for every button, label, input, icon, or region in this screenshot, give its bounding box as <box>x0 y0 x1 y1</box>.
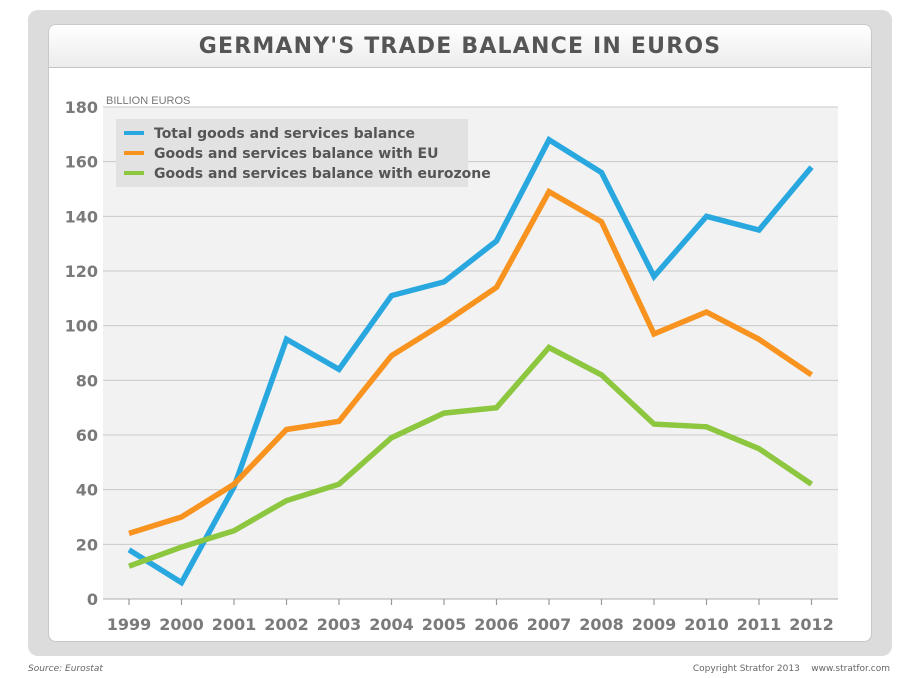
series-line <box>128 187 814 537</box>
plot-area <box>103 107 838 599</box>
y-tick-label: 80 <box>76 371 98 390</box>
y-tick-label: 120 <box>65 262 98 281</box>
gridlines <box>103 106 838 600</box>
x-tick-label: 2008 <box>579 615 624 634</box>
x-tick-label: 2011 <box>737 615 782 634</box>
y-axis-label: BILLION EUROS <box>106 95 190 107</box>
x-tick-label: 2001 <box>212 615 257 634</box>
y-tick-label: 160 <box>65 153 98 172</box>
x-tick-label: 2007 <box>527 615 572 634</box>
x-tick-label: 2010 <box>684 615 729 634</box>
x-tick-label: 2000 <box>159 615 204 634</box>
y-tick-label: 180 <box>65 98 98 117</box>
y-tick-label: 100 <box>65 317 98 336</box>
x-tick-label: 2002 <box>264 615 309 634</box>
x-tick-label: 2006 <box>474 615 519 634</box>
x-axis-ticks: 1999 2000 2001 2002 2003 2004 2005 2006 2007 2008… <box>107 599 834 634</box>
series-line <box>128 344 814 569</box>
x-tick-label: 2005 <box>422 615 467 634</box>
y-tick-label: 20 <box>76 535 98 554</box>
y-axis-ticks: 0 20 40 60 80 100 120 140 160 180 <box>65 98 98 609</box>
legend-label: Goods and services balance with EU <box>154 146 438 162</box>
y-tick-label: 0 <box>87 590 98 609</box>
series-lines <box>127 135 814 587</box>
x-tick-label: 2003 <box>317 615 362 634</box>
series-line <box>127 135 814 587</box>
y-tick-label: 140 <box>65 207 98 226</box>
x-tick-label: 1999 <box>107 615 152 634</box>
legend: Total goods and services balance Goods an… <box>116 119 491 187</box>
y-tick-label: 60 <box>76 426 98 445</box>
legend-label: Total goods and services balance <box>154 126 415 142</box>
x-tick-label: 2004 <box>369 615 414 634</box>
x-tick-label: 2012 <box>789 615 834 634</box>
copyright-note: Copyright Stratfor 2013 www.stratfor.com <box>692 664 890 674</box>
chart-title: GERMANY'S TRADE BALANCE IN EUROS <box>198 34 722 59</box>
x-tick-label: 2009 <box>632 615 677 634</box>
source-note: Source: Eurostat <box>28 664 103 674</box>
title-bar: GERMANY'S TRADE BALANCE IN EUROS <box>49 25 871 68</box>
legend-label: Goods and services balance with eurozone <box>154 166 491 182</box>
legend-box <box>116 119 468 187</box>
y-tick-label: 40 <box>76 481 98 500</box>
